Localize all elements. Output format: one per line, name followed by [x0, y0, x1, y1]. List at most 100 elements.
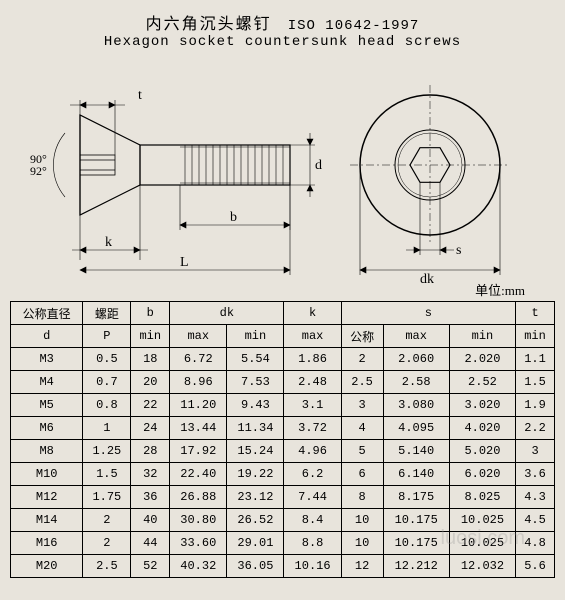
cell-t: 1.1 [516, 348, 555, 371]
cell-p: 1.5 [83, 463, 131, 486]
cell-s_nom: 2.5 [341, 371, 383, 394]
table-row: M81.252817.9215.244.9655.1405.0203 [11, 440, 555, 463]
col-s-nom: 公称 [341, 325, 383, 348]
cell-p: 2.5 [83, 555, 131, 578]
table-row: M202.55240.3236.0510.161212.21212.0325.6 [11, 555, 555, 578]
cell-s_min: 4.020 [449, 417, 515, 440]
cell-p: 0.7 [83, 371, 131, 394]
cell-s_min: 5.020 [449, 440, 515, 463]
table-header: 公称直径 螺距 b dk k s t d P min max min max 公… [11, 302, 555, 348]
cell-dk_min: 26.52 [227, 509, 284, 532]
title-en: Hexagon socket countersunk head screws [10, 34, 555, 50]
cell-s_max: 8.175 [383, 486, 449, 509]
table-row: M612413.4411.343.7244.0954.0202.2 [11, 417, 555, 440]
cell-t: 5.6 [516, 555, 555, 578]
cell-b: 18 [131, 348, 170, 371]
cell-d: M10 [11, 463, 83, 486]
cell-d: M16 [11, 532, 83, 555]
cell-k: 2.48 [284, 371, 341, 394]
cell-t: 4.5 [516, 509, 555, 532]
cell-b: 22 [131, 394, 170, 417]
cell-k: 8.4 [284, 509, 341, 532]
cell-s_min: 3.020 [449, 394, 515, 417]
col-d-cn: 公称直径 [11, 302, 83, 325]
cell-dk_max: 17.92 [170, 440, 227, 463]
table-row: M1424030.8026.528.41010.17510.0254.5 [11, 509, 555, 532]
cell-dk_min: 5.54 [227, 348, 284, 371]
cell-b: 24 [131, 417, 170, 440]
cell-d: M5 [11, 394, 83, 417]
cell-s_max: 6.140 [383, 463, 449, 486]
col-t-sub: min [516, 325, 555, 348]
cell-s_max: 5.140 [383, 440, 449, 463]
col-s: s [341, 302, 515, 325]
cell-s_max: 10.175 [383, 532, 449, 555]
cell-dk_max: 40.32 [170, 555, 227, 578]
cell-s_nom: 10 [341, 509, 383, 532]
dim-t-label: t [138, 88, 142, 103]
cell-k: 8.8 [284, 532, 341, 555]
table-row: M40.7208.967.532.482.52.582.521.5 [11, 371, 555, 394]
cell-p: 1.25 [83, 440, 131, 463]
cell-dk_max: 13.44 [170, 417, 227, 440]
cell-t: 4.8 [516, 532, 555, 555]
cell-s_nom: 8 [341, 486, 383, 509]
cell-dk_min: 9.43 [227, 394, 284, 417]
cell-t: 1.9 [516, 394, 555, 417]
col-k: k [284, 302, 341, 325]
col-p-sub: P [83, 325, 131, 348]
cell-p: 1 [83, 417, 131, 440]
cell-s_min: 8.025 [449, 486, 515, 509]
cell-s_max: 2.58 [383, 371, 449, 394]
cell-dk_max: 11.20 [170, 394, 227, 417]
cell-d: M8 [11, 440, 83, 463]
cell-d: M20 [11, 555, 83, 578]
cell-b: 28 [131, 440, 170, 463]
dim-dk-label: dk [420, 272, 434, 285]
cell-t: 3 [516, 440, 555, 463]
cell-s_nom: 4 [341, 417, 383, 440]
cell-d: M12 [11, 486, 83, 509]
cell-b: 40 [131, 509, 170, 532]
cell-dk_min: 15.24 [227, 440, 284, 463]
cell-dk_min: 19.22 [227, 463, 284, 486]
cell-dk_max: 8.96 [170, 371, 227, 394]
cell-k: 10.16 [284, 555, 341, 578]
cell-s_max: 4.095 [383, 417, 449, 440]
cell-k: 6.2 [284, 463, 341, 486]
cell-s_nom: 3 [341, 394, 383, 417]
cell-s_min: 10.025 [449, 532, 515, 555]
cell-k: 1.86 [284, 348, 341, 371]
col-s-min: min [449, 325, 515, 348]
cell-k: 3.72 [284, 417, 341, 440]
table-body: M30.5186.725.541.8622.0602.0201.1M40.720… [11, 348, 555, 578]
spec-table: 公称直径 螺距 b dk k s t d P min max min max 公… [10, 301, 555, 578]
cell-dk_max: 22.40 [170, 463, 227, 486]
cell-dk_min: 36.05 [227, 555, 284, 578]
table-row: M101.53222.4019.226.266.1406.0203.6 [11, 463, 555, 486]
cell-dk_max: 6.72 [170, 348, 227, 371]
cell-s_min: 6.020 [449, 463, 515, 486]
col-dk-max: max [170, 325, 227, 348]
cell-t: 2.2 [516, 417, 555, 440]
col-dk: dk [170, 302, 284, 325]
cell-b: 44 [131, 532, 170, 555]
cell-s_nom: 10 [341, 532, 383, 555]
cell-s_nom: 12 [341, 555, 383, 578]
cell-b: 32 [131, 463, 170, 486]
cell-k: 3.1 [284, 394, 341, 417]
technical-diagram: 90° 92° t d b [10, 55, 555, 285]
table-row: M121.753626.8823.127.4488.1758.0254.3 [11, 486, 555, 509]
cell-d: M4 [11, 371, 83, 394]
cell-d: M14 [11, 509, 83, 532]
cell-b: 36 [131, 486, 170, 509]
cell-s_max: 2.060 [383, 348, 449, 371]
cell-dk_max: 30.80 [170, 509, 227, 532]
dim-d-label: d [315, 158, 322, 173]
cell-s_min: 12.032 [449, 555, 515, 578]
col-s-max: max [383, 325, 449, 348]
col-k-sub: max [284, 325, 341, 348]
cell-p: 2 [83, 532, 131, 555]
angle-label-92: 92° [30, 164, 47, 178]
table-row: M30.5186.725.541.8622.0602.0201.1 [11, 348, 555, 371]
